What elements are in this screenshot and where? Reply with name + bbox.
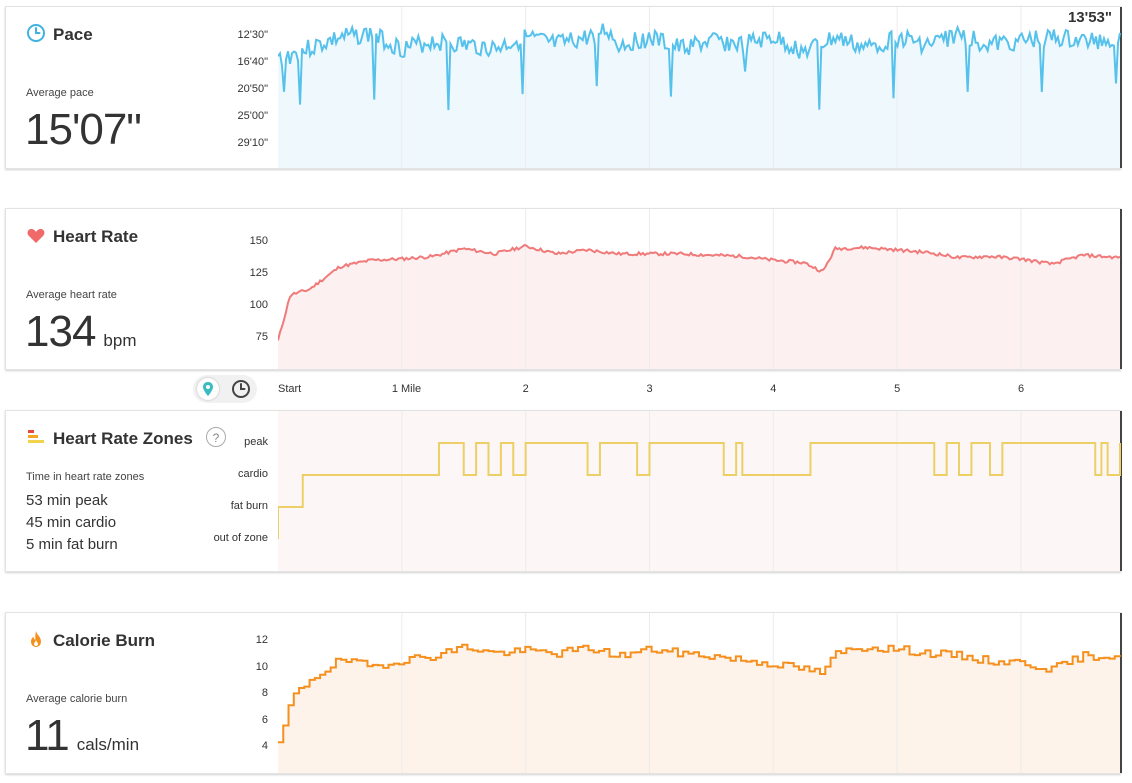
heart-rate-card: Heart Rate Average heart rate 134 bpm 150… xyxy=(5,208,1122,370)
pace-title: Pace xyxy=(53,25,93,44)
heart-rate-number: 134 xyxy=(25,307,96,356)
help-icon[interactable]: ? xyxy=(206,427,226,447)
calorie-burn-title: Calorie Burn xyxy=(53,631,156,650)
heart-rate-y-tick: 125 xyxy=(249,267,268,279)
average-heart-rate-value: 134 bpm xyxy=(25,307,137,357)
calorie-y-tick: 10 xyxy=(255,660,268,673)
zones-y-tick: peak xyxy=(244,436,268,448)
zones-y-tick: fat burn xyxy=(230,500,268,512)
distance-label: 4 xyxy=(770,383,777,395)
flame-icon xyxy=(31,631,41,647)
calorie-burn-chart[interactable] xyxy=(278,613,1122,773)
pace-y-tick: 29'10" xyxy=(237,137,268,149)
heart-rate-unit: bpm xyxy=(103,331,137,350)
heart-rate-title: Heart Rate xyxy=(53,227,139,246)
time-axis-clock-icon[interactable] xyxy=(230,378,252,400)
heart-rate-zones-card: Heart Rate Zones ? Time in heart rate zo… xyxy=(5,410,1122,572)
map-pin-icon[interactable] xyxy=(197,378,219,400)
pace-card: Pace Average pace 15'07" 12'30" 16'40" 20'… xyxy=(5,6,1122,169)
zone-peak-time: 53 min peak xyxy=(26,492,108,509)
heart-rate-line xyxy=(278,243,1121,341)
heart-rate-y-tick: 100 xyxy=(249,299,268,311)
calorie-y-tick: 8 xyxy=(261,687,268,699)
heart-icon xyxy=(27,228,45,243)
zone-fat-burn-time: 5 min fat burn xyxy=(26,536,118,553)
heart-rate-chart[interactable] xyxy=(278,209,1122,369)
calorie-unit: cals/min xyxy=(76,735,140,754)
distance-label: 3 xyxy=(646,383,653,395)
heart-rate-y-tick: 75 xyxy=(255,331,268,343)
heart-rate-area xyxy=(278,245,1120,369)
average-pace-label: Average pace xyxy=(26,87,94,99)
calorie-line xyxy=(278,643,1121,744)
axis-mode-toggle[interactable] xyxy=(193,375,257,403)
calorie-y-tick: 6 xyxy=(261,713,268,726)
pace-cursor-value: 13'53" xyxy=(1067,9,1112,26)
time-in-zones-label: Time in heart rate zones xyxy=(26,471,145,483)
distance-label: 1 Mile xyxy=(391,383,422,395)
zone-cardio-time: 45 min cardio xyxy=(26,514,117,531)
pace-chart[interactable] xyxy=(278,7,1122,168)
calorie-burn-card: Calorie Burn Average calorie burn 11 cals… xyxy=(5,612,1122,774)
pace-y-tick: 25'00" xyxy=(237,110,268,122)
heart-rate-y-tick: 150 xyxy=(249,235,268,247)
pace-y-tick: 20'50" xyxy=(237,83,268,95)
average-heart-rate-label: Average heart rate xyxy=(26,289,117,301)
zones-y-tick: cardio xyxy=(238,468,268,480)
calorie-number: 11 xyxy=(25,711,70,760)
distance-label: Start xyxy=(278,383,302,395)
distance-label: 5 xyxy=(894,383,901,395)
zones-y-tick: out of zone xyxy=(213,532,268,544)
clock-icon xyxy=(27,24,45,42)
distance-label: 2 xyxy=(522,383,529,395)
calorie-y-tick: 12 xyxy=(255,634,268,646)
pace-line xyxy=(278,23,1121,111)
distance-label: 6 xyxy=(1017,383,1025,395)
pace-y-tick: 12'30" xyxy=(237,29,268,41)
calorie-area xyxy=(278,644,1120,773)
calorie-y-tick: 4 xyxy=(261,740,268,752)
pace-y-tick: 16'40" xyxy=(237,56,268,68)
heart-rate-zones-chart[interactable] xyxy=(278,411,1122,571)
zones-area xyxy=(278,411,1120,571)
zone-bars-icon xyxy=(28,430,44,443)
pace-area xyxy=(278,23,1120,168)
average-calorie-burn-value: 11 cals/min xyxy=(25,711,139,761)
heart-rate-zones-title: Heart Rate Zones xyxy=(53,429,193,448)
average-pace-value: 15'07" xyxy=(25,105,142,154)
zones-line xyxy=(278,442,1121,539)
average-calorie-burn-label: Average calorie burn xyxy=(26,693,128,705)
